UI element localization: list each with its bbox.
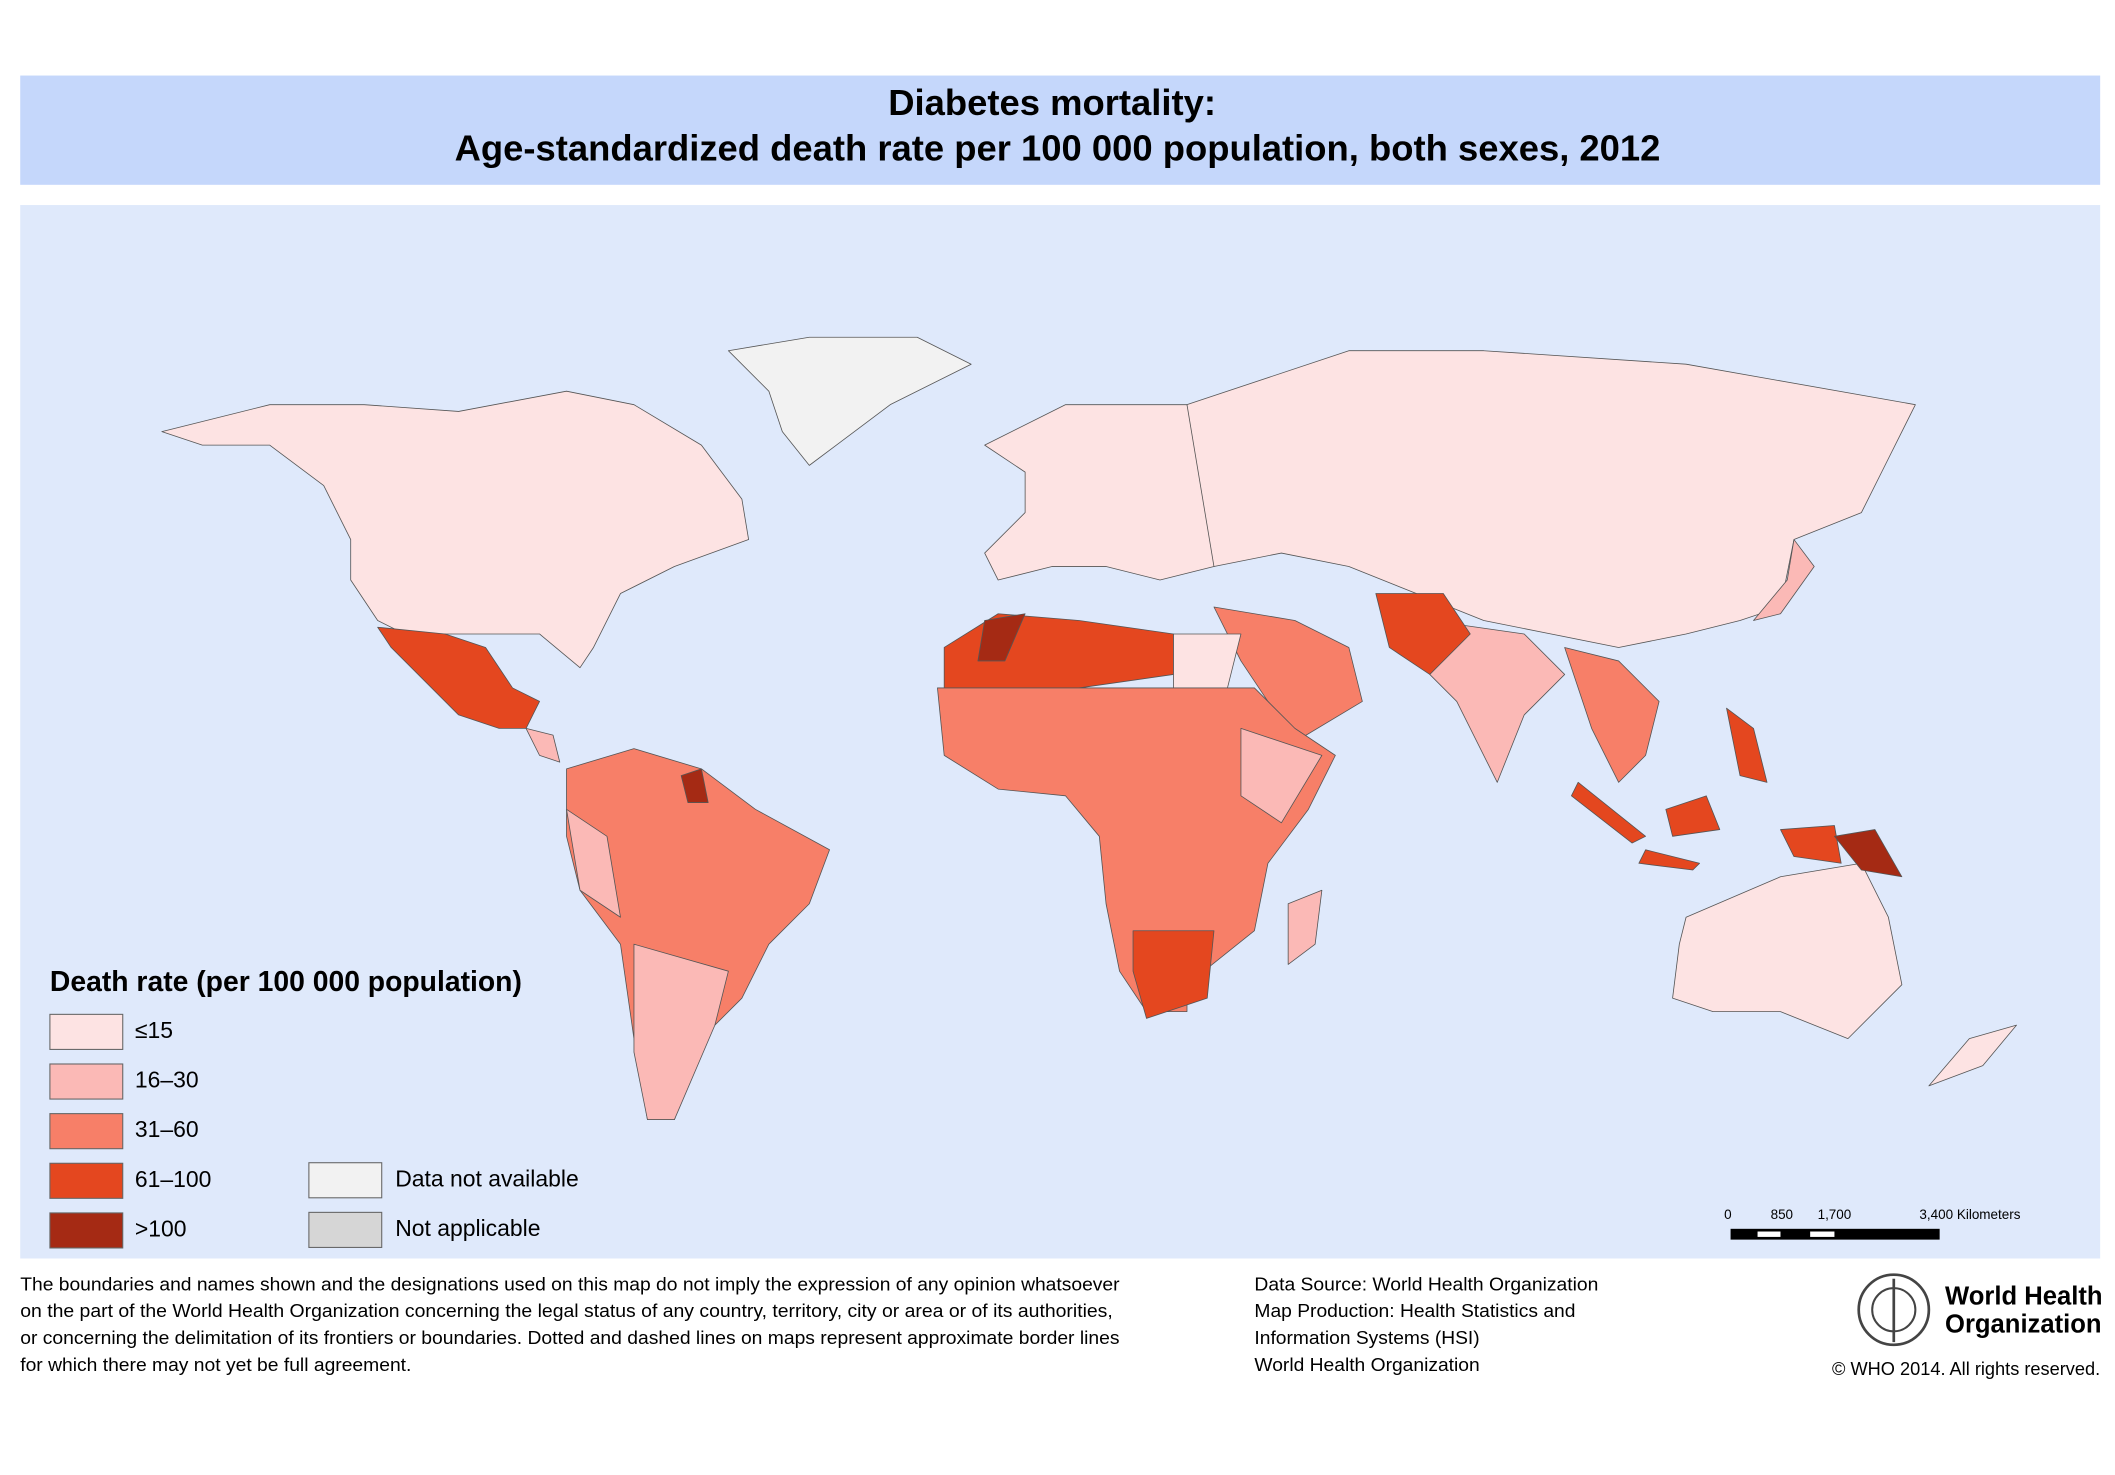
legend-swatch [308, 1211, 383, 1248]
source-line: Information Systems (HSI) [1254, 1328, 1479, 1348]
legend-label: Not applicable [395, 1215, 540, 1241]
scale-bar: 0 850 1,700 3,400 Kilometers [1724, 1207, 2021, 1240]
papua [1780, 825, 1842, 864]
java [1638, 849, 1700, 871]
morocco [977, 613, 1026, 662]
australia [1672, 862, 1903, 1040]
afghanistan-pakistan [1375, 593, 1471, 675]
map [161, 336, 2017, 1120]
philippines [1726, 707, 1768, 783]
title: Diabetes mortality: [888, 82, 1216, 123]
scale-label: 3,400 Kilometers [1919, 1207, 2020, 1222]
logo-emblem [1857, 1273, 1931, 1347]
asia [1186, 350, 1916, 648]
scale-label: 0 [1724, 1207, 1732, 1222]
copyright: © WHO 2014. All rights reserved. [1832, 1359, 2100, 1379]
subtitle: Age-standardized death rate per 100 000 … [455, 128, 1661, 169]
peru [566, 808, 621, 918]
legend-label: Data not available [395, 1165, 578, 1191]
sumatra [1571, 781, 1647, 844]
horn-of-africa [1240, 727, 1323, 824]
legend-swatch [49, 1013, 124, 1050]
southern-cone [633, 943, 729, 1120]
borneo [1665, 795, 1721, 837]
legend-swatch [49, 1162, 124, 1199]
papua-new-guinea [1834, 829, 1903, 878]
legend-swatch [308, 1162, 383, 1199]
greenland [727, 336, 972, 466]
legend-label: 31–60 [135, 1116, 199, 1142]
legend-swatch [49, 1063, 124, 1100]
legend-swatch [49, 1113, 124, 1150]
scale-bar-segment [1757, 1231, 1781, 1237]
disclaimer-line: for which there may not yet be full agre… [20, 1355, 411, 1375]
legend-label: >100 [135, 1216, 187, 1242]
legend-title: Death rate (per 100 000 population) [50, 966, 522, 998]
sub-saharan-africa [937, 687, 1336, 1013]
scale-bar-base [1730, 1228, 1940, 1240]
central-america [525, 727, 561, 763]
who-logo: World Health Organization © WHO 2014. Al… [1832, 1273, 2103, 1379]
guyana [680, 768, 709, 803]
title-band [20, 75, 2101, 185]
disclaimer-line: The boundaries and names shown and the d… [20, 1274, 1119, 1294]
south-america [566, 748, 830, 1120]
south-africa [1132, 930, 1215, 1019]
scale-bar-segment [1810, 1231, 1835, 1237]
india [1429, 620, 1566, 783]
source: Data Source: World Health Organization M… [1254, 1274, 1598, 1375]
southeast-asia [1564, 647, 1660, 783]
north-america [161, 390, 750, 669]
source-line: Data Source: World Health Organization [1254, 1274, 1598, 1294]
europe [984, 404, 1215, 581]
scale-label: 850 [1771, 1207, 1793, 1222]
disclaimer-line: on the part of the World Health Organiza… [20, 1301, 1113, 1321]
source-line: Map Production: Health Statistics and [1254, 1301, 1575, 1321]
madagascar [1287, 889, 1323, 965]
japan [1753, 539, 1815, 621]
legend-label: 61–100 [135, 1166, 211, 1192]
legend-label: 16–30 [135, 1067, 199, 1093]
legend-swatch [49, 1212, 124, 1249]
scale-label: 1,700 [1818, 1207, 1852, 1222]
disclaimer-line: or concerning the delimitation of its fr… [20, 1328, 1119, 1348]
new-zealand [1928, 1024, 2017, 1087]
logo-name: World Health [1945, 1282, 2102, 1310]
disclaimer: The boundaries and names shown and the d… [20, 1274, 1119, 1375]
logo-name: Organization [1945, 1311, 2102, 1339]
middle-east [1213, 606, 1363, 743]
source-line: World Health Organization [1254, 1355, 1479, 1375]
legend-label: ≤15 [135, 1017, 173, 1043]
legend: ≤15 16–30 31–60 61–100 >100 Data not availabl… [49, 1013, 579, 1249]
